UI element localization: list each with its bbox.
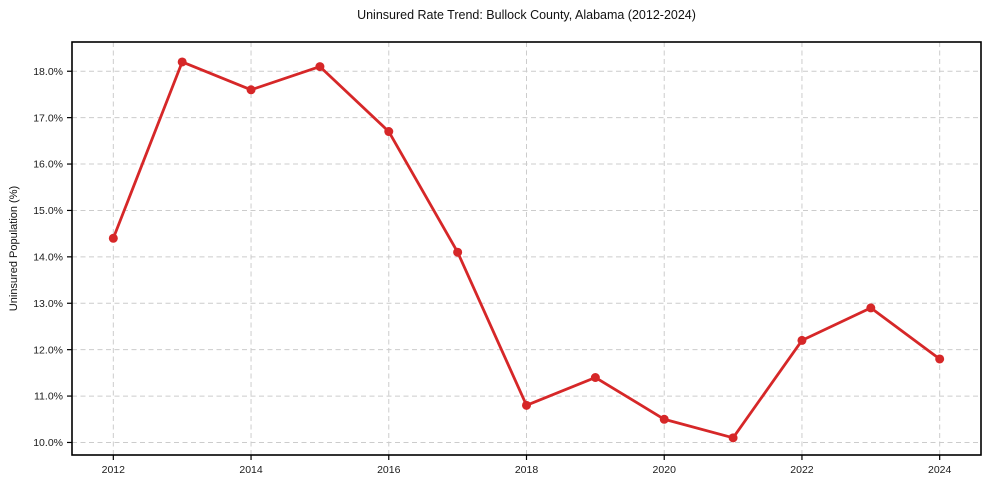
data-point <box>866 303 876 313</box>
data-point <box>728 433 738 443</box>
data-point <box>384 127 394 137</box>
x-tick-label: 2018 <box>515 464 539 476</box>
y-tick-label: 16.0% <box>33 159 63 171</box>
x-tick-label: 2024 <box>928 464 952 476</box>
x-tick-label: 2014 <box>239 464 263 476</box>
data-point <box>315 62 325 72</box>
x-tick-label: 2022 <box>790 464 814 476</box>
y-tick-label: 15.0% <box>33 205 63 217</box>
y-tick-label: 13.0% <box>33 298 63 310</box>
data-point <box>659 414 669 424</box>
data-point <box>108 233 118 243</box>
y-tick-label: 11.0% <box>34 391 63 403</box>
y-tick-label: 12.0% <box>33 344 63 356</box>
y-tick-label: 14.0% <box>33 252 63 264</box>
data-point <box>935 354 945 364</box>
plot-frame <box>71 41 982 456</box>
y-tick-label: 10.0% <box>33 437 63 449</box>
x-tick-label: 2020 <box>653 464 677 476</box>
data-point <box>522 400 531 410</box>
y-tick-label: 18.0% <box>33 66 63 78</box>
data-point <box>177 57 187 67</box>
data-point <box>453 247 463 257</box>
data-point <box>246 85 256 95</box>
data-point <box>590 373 600 383</box>
data-point <box>797 335 807 345</box>
chart-title: Uninsured Rate Trend: Bullock County, Al… <box>357 8 696 22</box>
y-tick-label: 17.0% <box>33 112 63 124</box>
x-tick-label: 2016 <box>377 464 401 476</box>
x-tick-label: 2012 <box>102 464 126 476</box>
